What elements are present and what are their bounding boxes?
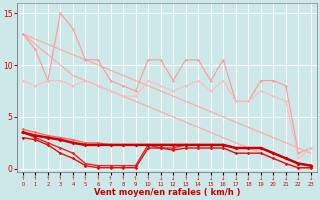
X-axis label: Vent moyen/en rafales ( km/h ): Vent moyen/en rafales ( km/h ) [94, 188, 240, 197]
